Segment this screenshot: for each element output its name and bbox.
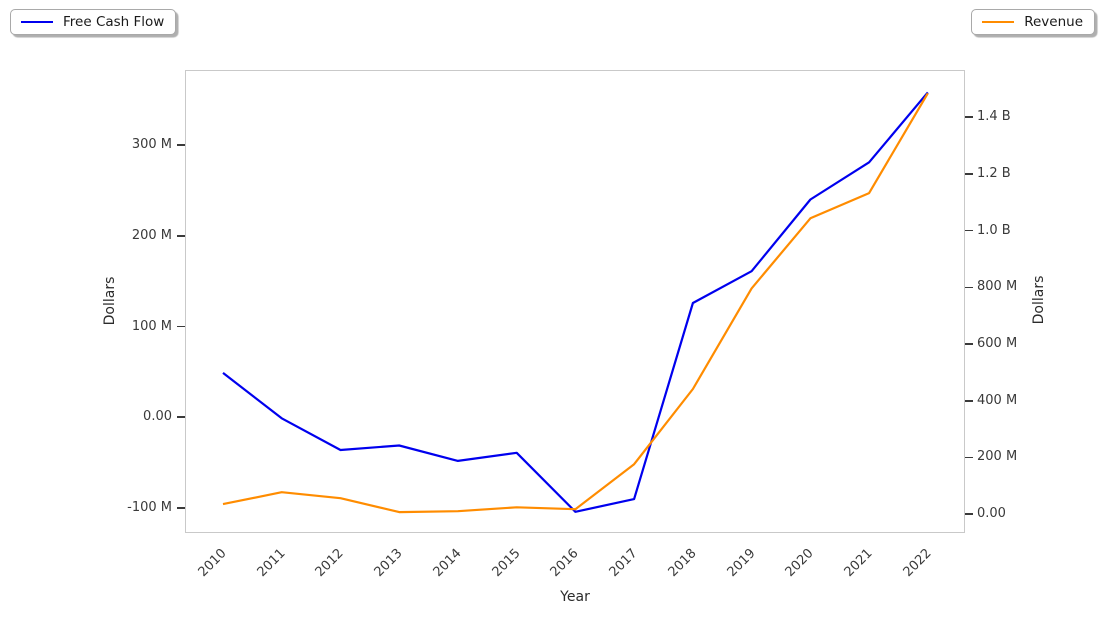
right-axis-tick-label: 600 M — [977, 336, 1018, 352]
x-axis-title: Year — [560, 589, 590, 605]
right-axis-tick-label: 1.0 B — [977, 222, 1011, 238]
series-line-revenue — [222, 92, 929, 514]
left-axis-tick — [177, 325, 185, 328]
revenue-line-swatch — [982, 20, 1015, 24]
x-axis-tick-label: 2013 — [371, 546, 406, 581]
x-axis-tick-label: 2017 — [606, 546, 641, 581]
right-axis-tick-label: 1.2 B — [977, 165, 1011, 181]
right-axis-tick-label: 800 M — [977, 279, 1018, 295]
left-axis-tick — [177, 144, 185, 146]
x-axis-tick-label: 2020 — [782, 546, 817, 581]
left-axis-tick-label: -100 M — [127, 500, 172, 516]
plot-area — [185, 70, 965, 533]
right-axis-tick-label: 0.00 — [977, 506, 1006, 522]
left-axis-tick — [177, 234, 185, 237]
right-axis-tick — [965, 286, 973, 289]
x-axis-tick-label: 2021 — [841, 546, 876, 581]
x-axis-tick-label: 2019 — [724, 546, 759, 581]
series-line-free-cash-flow — [222, 91, 929, 513]
left-axis-tick-label: 300 M — [131, 136, 172, 152]
right-axis-tick-label: 200 M — [977, 449, 1018, 465]
right-axis-tick — [965, 173, 973, 175]
x-axis-tick-label: 2015 — [489, 546, 524, 581]
right-axis-tick — [965, 229, 973, 232]
legend-revenue-label: Revenue — [1024, 14, 1083, 30]
left-axis-tick-label: 100 M — [131, 318, 172, 334]
legend-revenue: Revenue — [971, 9, 1095, 35]
right-axis-tick-label: 1.4 B — [977, 109, 1011, 125]
left-axis-tick-label: 200 M — [131, 227, 172, 243]
left-axis-tick — [177, 416, 185, 419]
left-axis-tick-label: 0.00 — [143, 409, 172, 425]
right-axis-tick — [965, 456, 973, 459]
right-axis-tick — [965, 116, 973, 119]
legend-free-cash-flow-label: Free Cash Flow — [63, 14, 165, 30]
x-axis-tick-label: 2012 — [313, 546, 348, 581]
x-axis-tick-label: 2018 — [665, 546, 700, 581]
right-y-axis-title: Dollars — [1031, 275, 1047, 325]
x-axis-tick-label: 2022 — [900, 546, 935, 581]
legend-free-cash-flow: Free Cash Flow — [10, 9, 177, 35]
x-axis-tick-label: 2014 — [430, 546, 465, 581]
x-axis-tick-label: 2011 — [254, 546, 289, 581]
left-axis-tick — [177, 507, 185, 509]
right-axis-tick-label: 400 M — [977, 392, 1018, 408]
right-axis-tick — [965, 343, 973, 345]
right-axis-tick — [965, 399, 973, 402]
right-axis-tick — [965, 513, 973, 515]
x-axis-tick-label: 2010 — [195, 546, 230, 581]
free-cash-flow-line-swatch — [21, 20, 53, 24]
